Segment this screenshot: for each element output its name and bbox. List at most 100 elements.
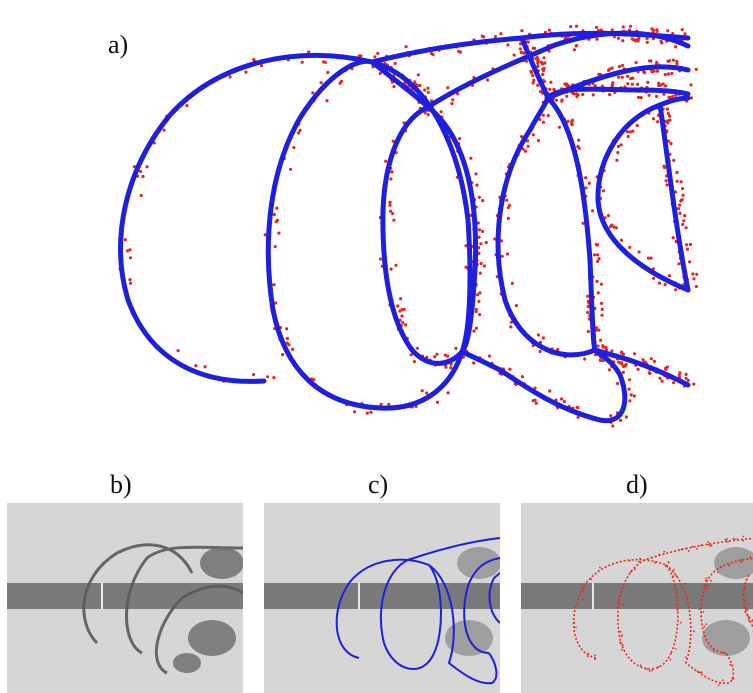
red-point — [538, 349, 542, 354]
red-point — [672, 570, 674, 573]
red-point — [667, 561, 670, 564]
red-point — [499, 32, 503, 36]
red-point — [667, 95, 671, 99]
red-point — [458, 137, 462, 141]
red-point — [667, 274, 672, 278]
red-point — [705, 623, 708, 625]
red-point — [676, 207, 681, 211]
panel-d-points — [573, 535, 753, 686]
red-point — [655, 94, 659, 98]
red-point — [647, 93, 651, 97]
red-point — [617, 65, 622, 69]
red-point — [591, 93, 595, 97]
red-point — [145, 165, 149, 169]
red-point — [659, 39, 663, 43]
red-point — [706, 587, 709, 590]
red-point — [636, 367, 640, 371]
red-point — [478, 291, 482, 295]
red-point — [717, 571, 719, 574]
red-point — [710, 544, 713, 547]
contour-1 — [118, 52, 473, 384]
red-point — [669, 658, 672, 661]
red-point — [729, 663, 732, 666]
red-point — [692, 382, 696, 386]
red-point — [586, 655, 589, 658]
red-point — [531, 399, 535, 403]
red-point — [749, 556, 752, 559]
red-point — [475, 183, 479, 187]
red-point — [365, 411, 369, 415]
red-point — [634, 61, 638, 65]
red-point — [686, 597, 689, 599]
red-point — [684, 226, 688, 230]
red-point — [658, 376, 662, 380]
red-point — [514, 304, 519, 308]
red-point — [651, 669, 653, 672]
red-point — [619, 641, 621, 644]
red-point — [717, 684, 720, 686]
red-point — [581, 221, 585, 225]
red-point — [139, 169, 143, 174]
red-point — [565, 94, 569, 98]
red-point — [595, 25, 599, 29]
red-point — [546, 114, 550, 118]
red-point — [325, 99, 329, 103]
red-point — [646, 80, 650, 84]
red-point — [649, 256, 653, 260]
red-point — [620, 362, 624, 366]
red-point — [674, 45, 678, 49]
red-point — [228, 75, 232, 79]
red-point — [435, 400, 440, 404]
red-point — [533, 386, 537, 390]
red-point — [631, 129, 635, 133]
red-point — [696, 670, 699, 673]
red-point — [581, 598, 584, 601]
red-point — [493, 237, 497, 241]
red-point — [722, 651, 725, 654]
red-point — [423, 88, 427, 92]
red-point — [619, 418, 623, 422]
red-point — [669, 142, 673, 146]
red-point — [582, 590, 584, 592]
red-point — [679, 199, 683, 203]
red-point — [600, 307, 604, 311]
red-point — [577, 146, 581, 150]
red-point — [666, 29, 670, 33]
red-point — [586, 304, 590, 309]
red-point — [520, 29, 524, 33]
red-point — [563, 82, 567, 86]
red-point — [663, 73, 667, 77]
red-point — [541, 113, 545, 117]
red-point — [668, 118, 672, 122]
red-point — [748, 619, 750, 622]
red-point — [185, 104, 189, 108]
red-point — [590, 578, 593, 581]
red-point — [595, 37, 599, 41]
red-point — [523, 149, 528, 153]
red-point — [700, 615, 702, 618]
red-point — [744, 607, 747, 610]
red-point — [571, 92, 576, 96]
red-point — [637, 560, 640, 563]
red-point — [596, 259, 600, 263]
red-point — [534, 401, 538, 405]
red-point — [626, 74, 630, 78]
red-point — [520, 51, 524, 55]
red-point — [700, 671, 703, 674]
panel-b-label: b) — [110, 470, 132, 499]
red-point — [703, 625, 706, 628]
contour-7 — [425, 30, 691, 110]
red-point — [541, 72, 545, 77]
red-point — [695, 548, 698, 550]
red-point — [655, 69, 660, 73]
red-point — [599, 566, 601, 569]
red-point — [586, 310, 590, 315]
red-point — [481, 199, 485, 203]
red-point — [273, 245, 277, 249]
red-point — [520, 135, 524, 139]
red-point — [663, 84, 668, 88]
red-point — [125, 249, 130, 253]
red-point — [634, 38, 638, 42]
red-point — [557, 125, 562, 129]
red-point — [691, 272, 695, 276]
